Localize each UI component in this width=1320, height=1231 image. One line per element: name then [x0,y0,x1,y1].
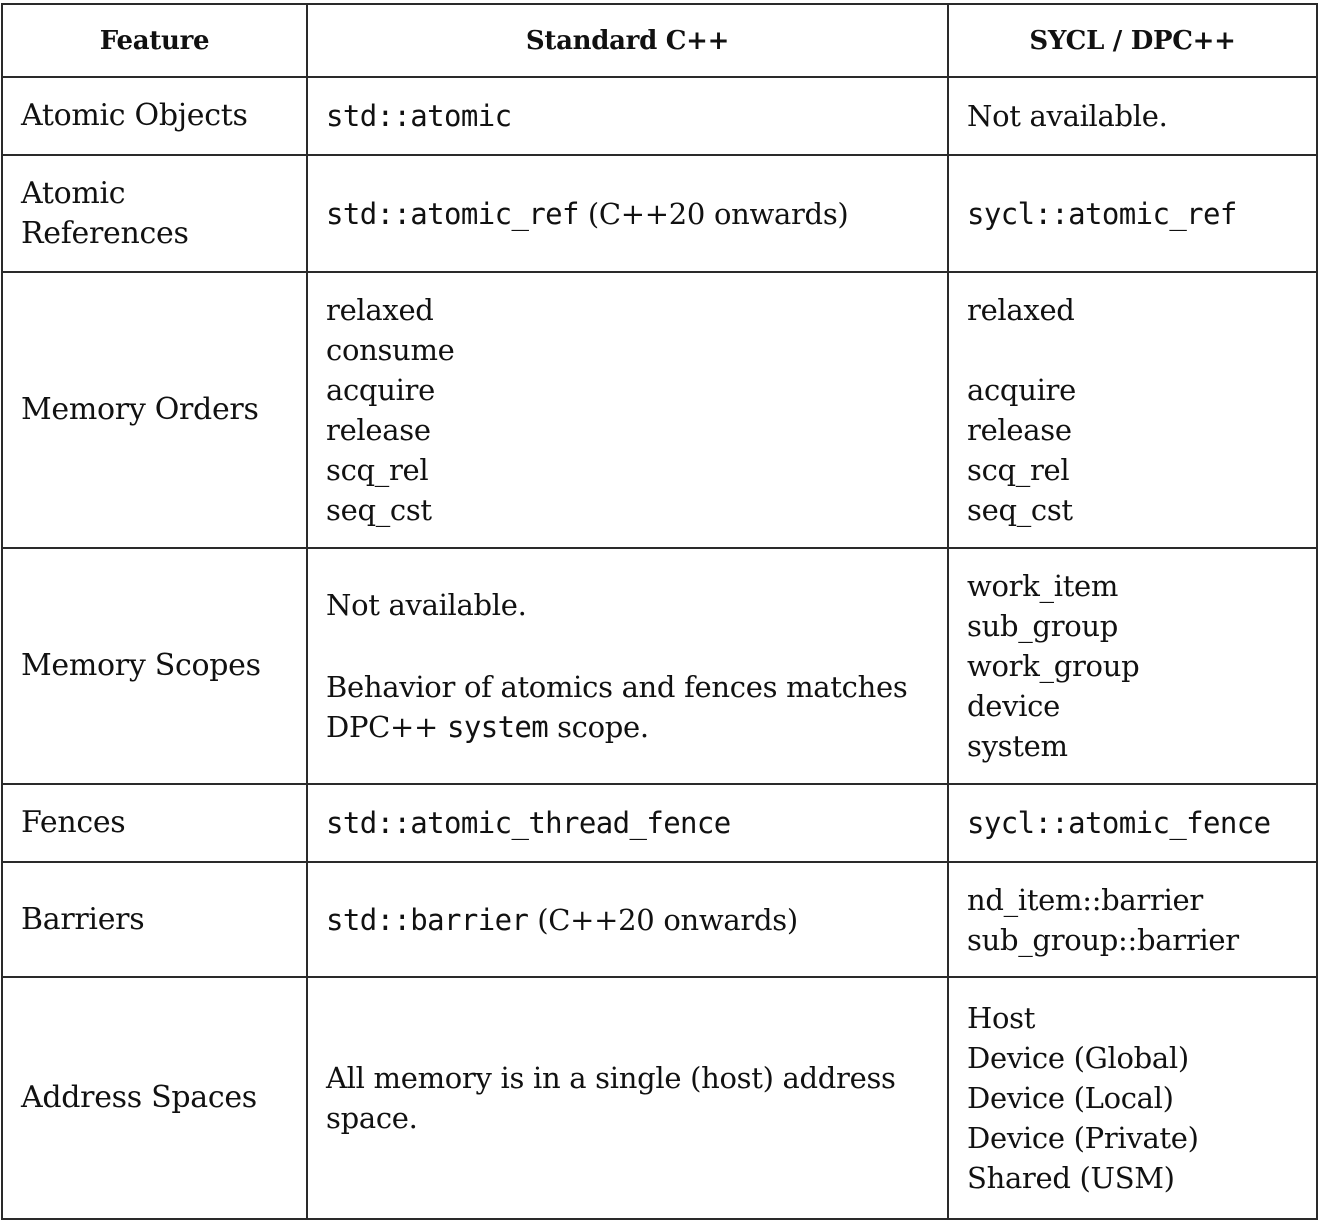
scope-item: system [967,729,1068,763]
address-space-item: Shared (USM) [967,1161,1175,1195]
sycl-fences: sycl::atomic_fence [947,783,1318,863]
order-gap [967,330,1316,370]
order-item: acquire [967,373,1076,407]
feature-atomic-references-line2: References [21,215,189,251]
row-fences: Fences std::atomic_thread_fence sycl::at… [1,783,1318,863]
sycl-atomic-objects: Not available. [947,76,1318,156]
row-memory-scopes: Memory Scopes Not available. Behavior of… [1,547,1318,785]
order-item: relaxed [967,293,1075,327]
standard-memory-scopes: Not available. Behavior of atomics and f… [306,547,949,785]
feature-atomic-references-line1: Atomic [21,175,126,211]
scope-item: work_item [967,569,1119,603]
row-barriers: Barriers std::barrier (C++20 onwards) nd… [1,861,1318,978]
code-sycl-atomic-ref: sycl::atomic_ref [967,196,1237,231]
order-item: release [326,413,431,447]
code-std-barrier: std::barrier [326,902,529,937]
code-std-atomic: std::atomic [326,99,512,133]
scope-item: work_group [967,649,1140,683]
order-item: scq_rel [326,453,429,487]
code-system: system [446,710,549,744]
feature-memory-orders: Memory Orders [1,271,308,549]
feature-atomic-references: Atomic References [1,154,308,273]
code-std-atomic-ref: std::atomic_ref [326,196,580,231]
sycl-atomic-references: sycl::atomic_ref [947,154,1318,273]
order-item: scq_rel [967,453,1070,487]
note-cpp20-onwards: (C++20 onwards) [537,902,798,937]
feature-fences: Fences [1,783,308,863]
code-sycl-atomic-fence: sycl::atomic_fence [967,806,1271,840]
sycl-memory-orders: relaxed acquire release scq_rel seq_cst [947,271,1318,549]
header-row: Feature Standard C++ SYCL / DPC++ [1,3,1318,78]
standard-atomic-objects: std::atomic [306,76,949,156]
feature-memory-scopes: Memory Scopes [1,547,308,785]
address-space-item: Host [967,1001,1036,1035]
header-feature: Feature [1,3,308,78]
scopes-system-line: DPC++ system scope. [326,707,947,747]
order-item: release [967,413,1072,447]
scopes-scope: scope. [557,710,649,744]
row-atomic-objects: Atomic Objects std::atomic Not available… [1,76,1318,156]
standard-atomic-references: std::atomic_ref (C++20 onwards) [306,154,949,273]
sycl-memory-scopes: work_item sub_group work_group device sy… [947,547,1318,785]
order-item: seq_cst [326,493,432,527]
address-space-item: Device (Global) [967,1041,1189,1075]
order-item: consume [326,333,455,367]
feature-barriers: Barriers [1,861,308,978]
sycl-address-spaces: Host Device (Global) Device (Local) Devi… [947,976,1318,1220]
scope-item: sub_group [967,609,1119,643]
note-cpp20-onwards: (C++20 onwards) [587,196,849,231]
order-item: acquire [326,373,435,407]
feature-address-spaces: Address Spaces [1,976,308,1220]
scopes-dpcpp: DPC++ [326,710,439,744]
address-space-item: Device (Private) [967,1121,1199,1155]
scopes-not-available: Not available. [326,588,527,622]
feature-atomic-objects: Atomic Objects [1,76,308,156]
address-line1: All memory is in a single (host) address [326,1061,896,1095]
address-line2: space. [326,1101,418,1135]
row-memory-orders: Memory Orders relaxed consume acquire re… [1,271,1318,549]
standard-barriers: std::barrier (C++20 onwards) [306,861,949,978]
order-item: seq_cst [967,493,1073,527]
order-item: relaxed [326,293,434,327]
address-space-item: Device (Local) [967,1081,1174,1115]
scopes-gap [326,625,947,667]
barrier-item: nd_item::barrier [967,882,1203,917]
row-address-spaces: Address Spaces All memory is in a single… [1,976,1318,1220]
header-standard-cpp: Standard C++ [306,3,949,78]
scopes-behavior-line: Behavior of atomics and fences matches [326,670,908,704]
row-atomic-references: Atomic References std::atomic_ref (C++20… [1,154,1318,273]
code-std-atomic-thread-fence: std::atomic_thread_fence [326,806,731,840]
standard-memory-orders: relaxed consume acquire release scq_rel … [306,271,949,549]
scope-item: device [967,689,1060,723]
standard-address-spaces: All memory is in a single (host) address… [306,976,949,1220]
header-sycl-dpcpp: SYCL / DPC++ [947,3,1318,78]
sycl-barriers: nd_item::barrier sub_group::barrier [947,861,1318,978]
standard-fences: std::atomic_thread_fence [306,783,949,863]
comparison-table: Feature Standard C++ SYCL / DPC++ Atomic… [1,3,1318,1220]
barrier-item: sub_group::barrier [967,922,1239,957]
